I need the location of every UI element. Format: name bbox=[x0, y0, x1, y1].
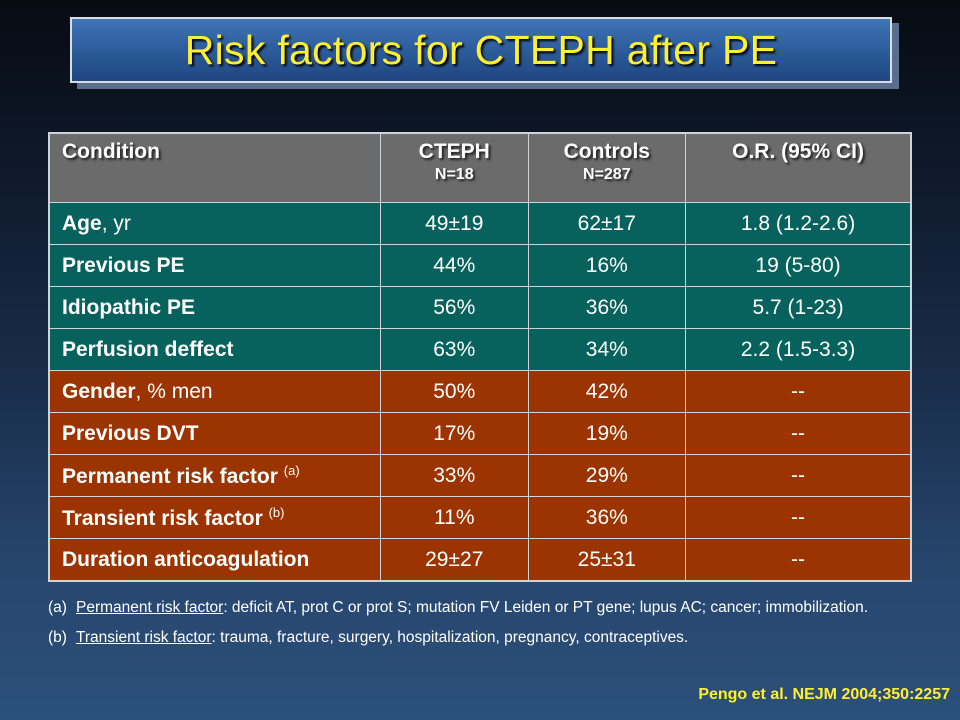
odds-ratio-cell: -- bbox=[685, 412, 912, 455]
condition-unit: , yr bbox=[101, 211, 131, 235]
header-cteph: CTEPH N=18 bbox=[380, 132, 529, 203]
table-row: Previous PE 44% 16% 19 (5-80) bbox=[48, 244, 912, 287]
controls-value-cell: 42% bbox=[527, 370, 687, 413]
table-row: Permanent risk factor (a) 33% 29% -- bbox=[48, 454, 912, 497]
controls-value-cell: 36% bbox=[527, 286, 687, 329]
footnote-b-body: Transient risk factor: trauma, fracture,… bbox=[76, 628, 688, 648]
condition-cell: Transient risk factor (b) bbox=[48, 496, 381, 539]
table-row: Idiopathic PE 56% 36% 5.7 (1-23) bbox=[48, 286, 912, 329]
cteph-value-cell: 29±27 bbox=[380, 538, 529, 582]
header-controls-n: N=287 bbox=[583, 166, 631, 183]
table-header-row: Condition CTEPH N=18 Controls N=287 O.R.… bbox=[48, 132, 912, 203]
condition-cell: Perfusion deffect bbox=[48, 328, 381, 371]
controls-value-cell: 16% bbox=[527, 244, 687, 287]
footnote-marker: (a) bbox=[283, 462, 300, 478]
condition-cell: Idiopathic PE bbox=[48, 286, 381, 329]
condition-unit: , % men bbox=[135, 379, 213, 403]
cteph-value-cell: 63% bbox=[380, 328, 529, 371]
condition-label: Age bbox=[62, 211, 102, 235]
header-cteph-label: CTEPH bbox=[418, 140, 490, 163]
controls-value-cell: 19% bbox=[527, 412, 687, 455]
title-banner: Risk factors for CTEPH after PE bbox=[70, 17, 892, 83]
cteph-value-cell: 11% bbox=[380, 496, 529, 539]
footnote-a: (a) Permanent risk factor: deficit AT, p… bbox=[48, 598, 928, 618]
condition-cell: Previous DVT bbox=[48, 412, 381, 455]
footnote-b-tag: (b) bbox=[48, 629, 67, 646]
condition-label: Previous DVT bbox=[62, 421, 199, 445]
header-controls: Controls N=287 bbox=[527, 132, 687, 203]
risk-factor-table: Condition CTEPH N=18 Controls N=287 O.R.… bbox=[48, 132, 912, 582]
table-row: Gender, % men 50% 42% -- bbox=[48, 370, 912, 413]
slide-title: Risk factors for CTEPH after PE bbox=[184, 26, 778, 73]
odds-ratio-cell: -- bbox=[685, 496, 912, 539]
header-condition: Condition bbox=[48, 132, 381, 203]
footnote-a-text: : deficit AT, prot C or prot S; mutation… bbox=[223, 599, 869, 616]
condition-label: Transient risk factor bbox=[62, 506, 263, 530]
condition-cell: Previous PE bbox=[48, 244, 381, 287]
condition-label: Previous PE bbox=[62, 253, 185, 277]
controls-value-cell: 36% bbox=[527, 496, 687, 539]
footnotes: (a) Permanent risk factor: deficit AT, p… bbox=[48, 598, 928, 658]
condition-cell: Age, yr bbox=[48, 202, 381, 245]
cteph-value-cell: 56% bbox=[380, 286, 529, 329]
condition-label: Duration anticoagulation bbox=[62, 547, 310, 571]
header-cteph-n: N=18 bbox=[434, 166, 474, 183]
condition-label: Gender bbox=[62, 379, 136, 403]
cteph-value-cell: 44% bbox=[380, 244, 529, 287]
cteph-value-cell: 49±19 bbox=[380, 202, 529, 245]
citation: Pengo et al. NEJM 2004;350:2257 bbox=[698, 686, 950, 703]
odds-ratio-cell: 19 (5-80) bbox=[685, 244, 912, 287]
footnote-a-term: Permanent risk factor bbox=[76, 599, 224, 616]
odds-ratio-cell: 5.7 (1-23) bbox=[685, 286, 912, 329]
condition-label: Perfusion deffect bbox=[62, 337, 234, 361]
condition-label: Idiopathic PE bbox=[62, 295, 196, 319]
cteph-value-cell: 33% bbox=[380, 454, 529, 497]
odds-ratio-cell: -- bbox=[685, 454, 912, 497]
cteph-value-cell: 17% bbox=[380, 412, 529, 455]
controls-value-cell: 62±17 bbox=[527, 202, 687, 245]
table-row: Age, yr 49±19 62±17 1.8 (1.2-2.6) bbox=[48, 202, 912, 245]
header-odds-ratio: O.R. (95% CI) bbox=[685, 132, 912, 203]
condition-cell: Gender, % men bbox=[48, 370, 381, 413]
odds-ratio-cell: -- bbox=[685, 370, 912, 413]
table-row: Perfusion deffect 63% 34% 2.2 (1.5-3.3) bbox=[48, 328, 912, 371]
footnote-b-term: Transient risk factor bbox=[76, 629, 212, 646]
table-row: Previous DVT 17% 19% -- bbox=[48, 412, 912, 455]
table-row: Duration anticoagulation 29±27 25±31 -- bbox=[48, 538, 912, 582]
controls-value-cell: 34% bbox=[527, 328, 687, 371]
table-row: Transient risk factor (b) 11% 36% -- bbox=[48, 496, 912, 539]
controls-value-cell: 29% bbox=[527, 454, 687, 497]
condition-label: Permanent risk factor bbox=[62, 464, 278, 488]
footnote-b: (b) Transient risk factor: trauma, fract… bbox=[48, 628, 928, 648]
footnote-marker: (b) bbox=[268, 504, 285, 520]
odds-ratio-cell: 2.2 (1.5-3.3) bbox=[685, 328, 912, 371]
condition-cell: Permanent risk factor (a) bbox=[48, 454, 381, 497]
controls-value-cell: 25±31 bbox=[527, 538, 687, 582]
odds-ratio-cell: -- bbox=[685, 538, 912, 582]
condition-cell: Duration anticoagulation bbox=[48, 538, 381, 582]
odds-ratio-cell: 1.8 (1.2-2.6) bbox=[685, 202, 912, 245]
cteph-value-cell: 50% bbox=[380, 370, 529, 413]
header-controls-label: Controls bbox=[563, 140, 650, 163]
footnote-b-text: : trauma, fracture, surgery, hospitaliza… bbox=[211, 629, 689, 646]
footnote-a-body: Permanent risk factor: deficit AT, prot … bbox=[76, 598, 868, 618]
footnote-a-tag: (a) bbox=[48, 599, 67, 616]
